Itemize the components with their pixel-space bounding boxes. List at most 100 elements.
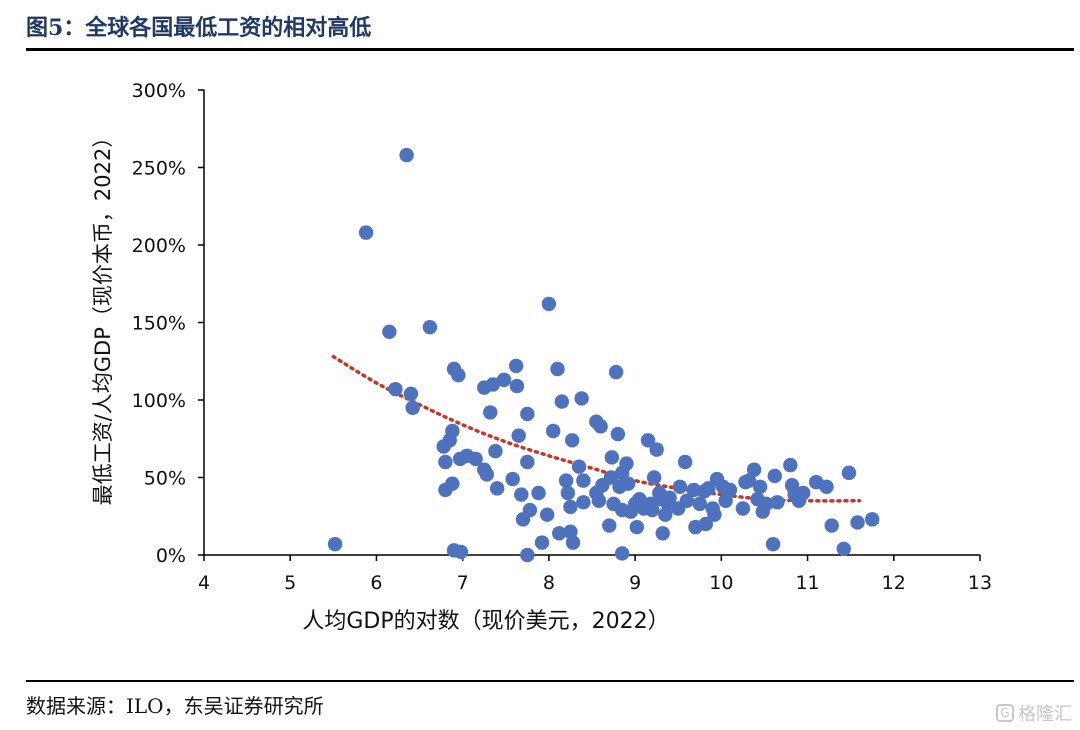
- x-tick-label: 5: [284, 572, 296, 594]
- x-axis-ticks: 4 5 6 7 8 9 10 11 12 13: [198, 555, 992, 594]
- data-point: [546, 423, 561, 439]
- data-point: [602, 518, 617, 533]
- data-point: [819, 479, 834, 494]
- data-point: [563, 524, 578, 539]
- data-point: [621, 476, 636, 491]
- data-point: [836, 541, 851, 556]
- footer-rule: [26, 680, 1074, 682]
- x-tick-label: 11: [795, 572, 819, 594]
- data-point: [841, 465, 857, 481]
- data-point: [422, 319, 438, 335]
- data-point: [534, 535, 550, 550]
- y-tick-label: 200%: [132, 235, 186, 257]
- y-axis-ticks: 0% 50% 100% 150% 200% 250% 300%: [132, 80, 204, 567]
- data-point: [722, 482, 738, 498]
- data-point: [382, 324, 397, 339]
- watermark-logo-icon: G: [996, 704, 1014, 722]
- data-point: [520, 547, 535, 563]
- data-point: [539, 507, 555, 522]
- chart-svg: 0% 50% 100% 150% 200% 250% 300% 4 5 6 7 8 9 10 11 12 13…: [91, 80, 992, 634]
- data-point: [629, 519, 645, 535]
- data-point: [850, 515, 865, 530]
- data-point: [479, 467, 495, 482]
- data-point: [770, 495, 785, 510]
- data-point: [445, 476, 460, 491]
- data-point: [593, 419, 608, 434]
- data-point: [496, 372, 512, 388]
- x-tick-label: 13: [968, 572, 992, 594]
- data-point: [509, 378, 525, 394]
- figure-title: 图5：全球各国最低工资的相对高低: [26, 15, 372, 41]
- data-points: [327, 147, 880, 563]
- data-point: [692, 496, 707, 512]
- data-point: [576, 473, 591, 488]
- data-point: [541, 296, 557, 312]
- x-axis-label: 人均GDP的对数（现价美元，2022）: [302, 609, 669, 634]
- data-point: [576, 495, 591, 510]
- data-point: [824, 518, 839, 533]
- x-tick-label: 12: [882, 572, 906, 594]
- data-point: [679, 493, 695, 508]
- data-point: [655, 526, 670, 541]
- data-point: [522, 502, 538, 518]
- data-point: [574, 391, 589, 406]
- data-point: [508, 358, 524, 374]
- data-point: [565, 535, 581, 550]
- y-tick-label: 0%: [156, 545, 186, 567]
- data-point: [358, 225, 374, 240]
- y-axis-label: 最低工资/人均GDP（现价本币，2022）: [91, 127, 115, 506]
- data-point: [707, 507, 722, 522]
- data-point: [608, 364, 624, 380]
- data-point: [560, 485, 576, 501]
- data-point: [658, 507, 673, 522]
- x-tick-label: 7: [457, 572, 469, 594]
- data-point: [399, 147, 414, 163]
- y-tick-label: 300%: [132, 80, 186, 102]
- data-point: [783, 457, 798, 473]
- data-point: [511, 428, 526, 443]
- watermark: G 格隆汇: [996, 700, 1072, 726]
- y-tick-label: 50%: [144, 468, 186, 490]
- data-point: [796, 485, 811, 501]
- data-point: [550, 361, 565, 377]
- data-point: [649, 442, 664, 457]
- data-point: [603, 470, 619, 485]
- data-point: [403, 386, 419, 401]
- data-point: [610, 426, 626, 442]
- data-point: [520, 406, 535, 422]
- x-tick-label: 6: [370, 572, 382, 594]
- data-point: [514, 487, 529, 502]
- data-point: [701, 481, 716, 496]
- x-tick-label: 9: [629, 572, 641, 594]
- data-point: [483, 405, 498, 420]
- data-point: [488, 443, 503, 459]
- data-point: [327, 536, 343, 552]
- data-point: [445, 423, 460, 439]
- source-note: 数据来源：ILO，东吴证券研究所: [26, 694, 324, 718]
- watermark-text: 格隆汇: [1018, 704, 1072, 725]
- data-point: [531, 485, 546, 501]
- data-point: [614, 546, 630, 561]
- data-point: [646, 470, 662, 485]
- data-point: [767, 468, 782, 484]
- data-point: [558, 473, 574, 488]
- data-point: [698, 516, 714, 532]
- data-point: [438, 454, 453, 470]
- data-point: [564, 433, 580, 448]
- data-point: [672, 479, 688, 494]
- data-point: [388, 381, 403, 397]
- y-tick-label: 150%: [132, 313, 186, 335]
- data-point: [485, 377, 501, 392]
- data-point: [520, 454, 535, 470]
- data-point: [865, 512, 880, 527]
- data-point: [718, 493, 733, 508]
- data-point: [571, 459, 587, 474]
- data-point: [619, 456, 634, 471]
- data-point: [563, 499, 578, 515]
- title-rule: [26, 48, 1074, 51]
- data-point: [489, 481, 505, 496]
- data-point: [604, 450, 620, 465]
- x-tick-label: 10: [709, 572, 733, 594]
- x-tick-label: 8: [543, 572, 555, 594]
- data-point: [468, 451, 483, 467]
